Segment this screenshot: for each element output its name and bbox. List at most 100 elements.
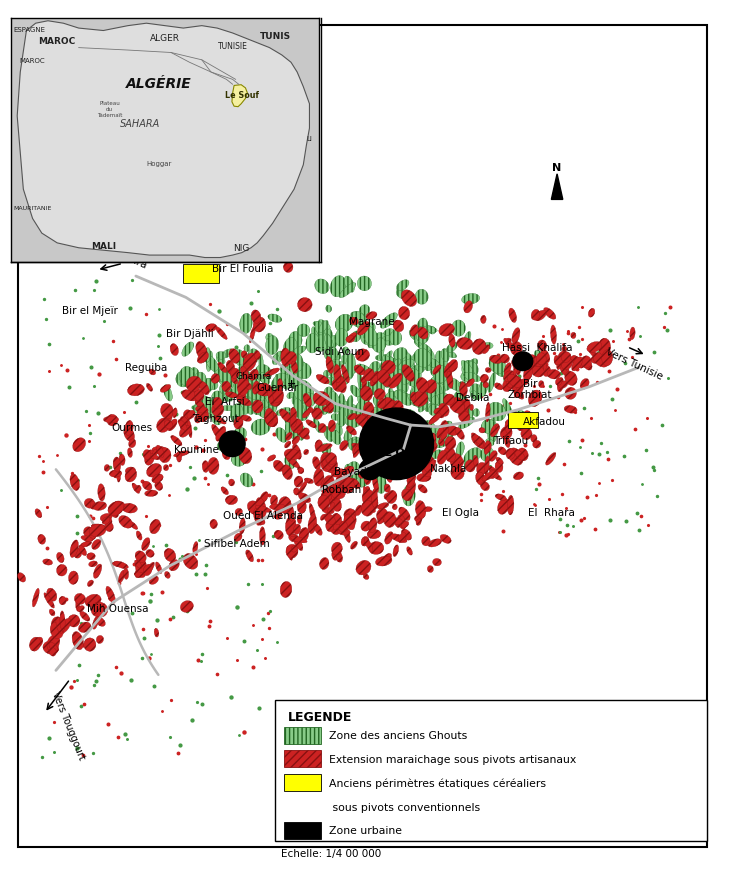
Ellipse shape bbox=[555, 353, 568, 366]
Ellipse shape bbox=[507, 374, 521, 389]
Text: Anciens périmètres étatiques céréaliers: Anciens périmètres étatiques céréaliers bbox=[328, 778, 545, 788]
Ellipse shape bbox=[113, 562, 123, 567]
Ellipse shape bbox=[29, 638, 40, 652]
Ellipse shape bbox=[159, 448, 171, 463]
Ellipse shape bbox=[212, 424, 222, 440]
Ellipse shape bbox=[523, 411, 533, 426]
Ellipse shape bbox=[327, 503, 334, 517]
Ellipse shape bbox=[135, 558, 146, 576]
Ellipse shape bbox=[412, 351, 424, 361]
Ellipse shape bbox=[551, 325, 556, 345]
Ellipse shape bbox=[544, 308, 556, 320]
Ellipse shape bbox=[428, 392, 439, 405]
Ellipse shape bbox=[355, 349, 369, 362]
Ellipse shape bbox=[300, 382, 305, 391]
Ellipse shape bbox=[513, 353, 533, 371]
Ellipse shape bbox=[459, 417, 475, 429]
Ellipse shape bbox=[224, 441, 229, 448]
Ellipse shape bbox=[289, 370, 296, 384]
Ellipse shape bbox=[180, 601, 194, 613]
Ellipse shape bbox=[414, 453, 430, 460]
Ellipse shape bbox=[362, 490, 375, 506]
Ellipse shape bbox=[486, 439, 494, 446]
Ellipse shape bbox=[428, 384, 442, 405]
Ellipse shape bbox=[479, 428, 485, 433]
Ellipse shape bbox=[503, 371, 515, 382]
Ellipse shape bbox=[331, 543, 342, 555]
Ellipse shape bbox=[400, 370, 411, 385]
Text: Magrane: Magrane bbox=[349, 317, 394, 327]
Ellipse shape bbox=[266, 334, 273, 342]
Ellipse shape bbox=[436, 409, 445, 418]
Ellipse shape bbox=[323, 461, 337, 474]
Ellipse shape bbox=[461, 404, 473, 421]
Ellipse shape bbox=[539, 361, 547, 374]
Ellipse shape bbox=[392, 504, 397, 510]
Ellipse shape bbox=[350, 542, 358, 550]
Ellipse shape bbox=[503, 399, 514, 421]
Ellipse shape bbox=[357, 365, 371, 373]
Text: Vers Tunisie: Vers Tunisie bbox=[604, 346, 664, 381]
Ellipse shape bbox=[293, 354, 303, 372]
Ellipse shape bbox=[321, 490, 332, 503]
Ellipse shape bbox=[514, 473, 523, 481]
Ellipse shape bbox=[375, 403, 388, 412]
Ellipse shape bbox=[402, 489, 412, 502]
Ellipse shape bbox=[176, 371, 191, 388]
Ellipse shape bbox=[207, 352, 213, 372]
Ellipse shape bbox=[372, 364, 383, 384]
Ellipse shape bbox=[394, 390, 409, 401]
Ellipse shape bbox=[362, 375, 367, 390]
Ellipse shape bbox=[216, 356, 225, 365]
Ellipse shape bbox=[461, 361, 474, 379]
Ellipse shape bbox=[361, 501, 374, 517]
Ellipse shape bbox=[356, 403, 363, 419]
Ellipse shape bbox=[326, 395, 337, 414]
Ellipse shape bbox=[397, 381, 408, 395]
Ellipse shape bbox=[217, 441, 234, 453]
Ellipse shape bbox=[418, 444, 430, 458]
Ellipse shape bbox=[135, 486, 141, 492]
Ellipse shape bbox=[297, 431, 310, 440]
Ellipse shape bbox=[512, 361, 519, 372]
Ellipse shape bbox=[350, 312, 364, 320]
Ellipse shape bbox=[88, 561, 97, 567]
Ellipse shape bbox=[233, 428, 247, 442]
Ellipse shape bbox=[403, 460, 422, 472]
Ellipse shape bbox=[219, 384, 227, 395]
Ellipse shape bbox=[283, 339, 297, 359]
Ellipse shape bbox=[470, 384, 482, 401]
Ellipse shape bbox=[398, 533, 406, 543]
Ellipse shape bbox=[294, 488, 300, 496]
Ellipse shape bbox=[385, 467, 392, 483]
Ellipse shape bbox=[335, 476, 342, 487]
Ellipse shape bbox=[326, 453, 337, 465]
Ellipse shape bbox=[418, 485, 427, 494]
Ellipse shape bbox=[326, 306, 332, 313]
Ellipse shape bbox=[500, 427, 512, 440]
Text: Reguiba: Reguiba bbox=[125, 363, 168, 373]
Ellipse shape bbox=[145, 490, 158, 497]
Ellipse shape bbox=[246, 391, 257, 415]
Ellipse shape bbox=[528, 390, 542, 407]
Ellipse shape bbox=[142, 481, 152, 490]
Ellipse shape bbox=[537, 340, 547, 352]
Ellipse shape bbox=[472, 435, 486, 449]
Ellipse shape bbox=[386, 400, 397, 405]
Ellipse shape bbox=[246, 550, 254, 562]
Ellipse shape bbox=[160, 385, 171, 393]
Ellipse shape bbox=[410, 389, 417, 400]
Ellipse shape bbox=[255, 408, 272, 416]
Ellipse shape bbox=[385, 392, 396, 401]
Ellipse shape bbox=[471, 433, 483, 445]
Ellipse shape bbox=[312, 397, 324, 403]
Ellipse shape bbox=[325, 378, 342, 387]
Ellipse shape bbox=[93, 617, 99, 630]
Ellipse shape bbox=[256, 498, 266, 517]
Text: TUNISIE: TUNISIE bbox=[218, 41, 247, 51]
Ellipse shape bbox=[314, 418, 322, 433]
Ellipse shape bbox=[230, 368, 239, 379]
Ellipse shape bbox=[70, 474, 79, 491]
Ellipse shape bbox=[336, 476, 346, 488]
Ellipse shape bbox=[512, 386, 524, 400]
